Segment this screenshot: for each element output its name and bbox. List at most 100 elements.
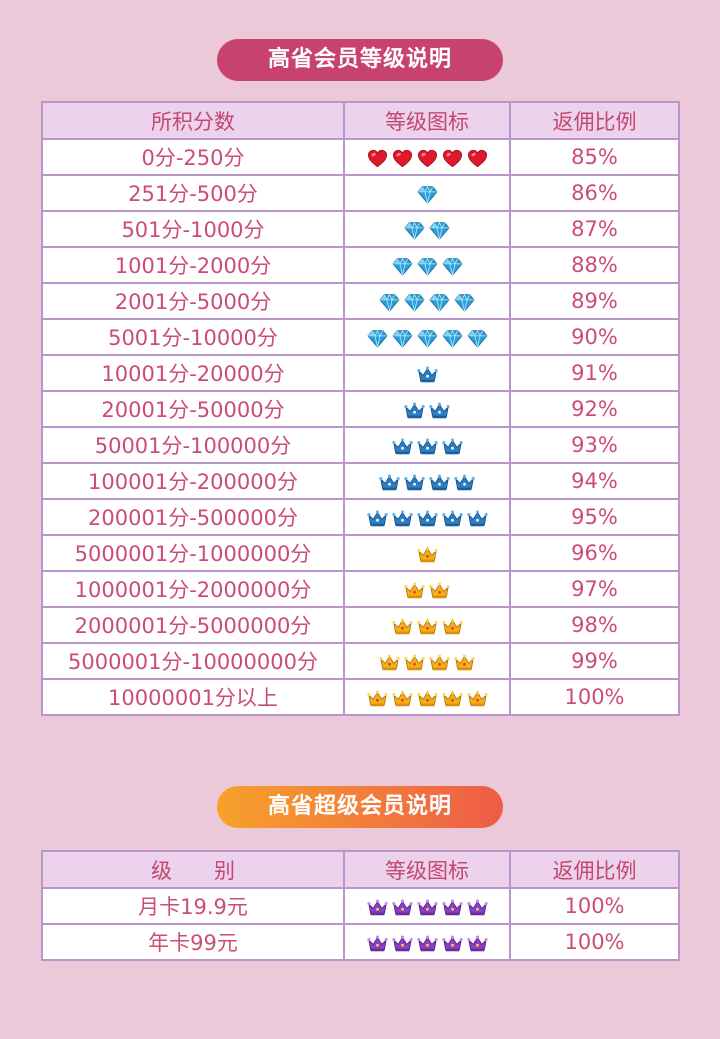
level-icon-cell bbox=[343, 282, 511, 320]
table-row: 2000001分-5000000分 98% bbox=[41, 606, 680, 644]
gold-crown-icon bbox=[391, 617, 413, 636]
commission-rate-cell: 95% bbox=[509, 498, 680, 536]
level-icon-group bbox=[366, 898, 488, 917]
gold-crown-icon bbox=[429, 581, 450, 600]
level-icon-cell bbox=[343, 642, 511, 680]
table-row: 501分-1000分 87% bbox=[41, 210, 680, 248]
table-row: 年卡99元 100% bbox=[41, 923, 680, 961]
member-level-table: 所积分数 等级图标 返佣比例 0分-250分 85% 251分-500分 86% 501… bbox=[41, 101, 680, 716]
gold-crown-icon bbox=[454, 653, 475, 672]
level-range-cell: 50001分-100000分 bbox=[41, 426, 345, 464]
level-range-cell: 10001分-20000分 bbox=[41, 354, 345, 392]
level-icon-group bbox=[366, 509, 488, 528]
column-header-commission-rate: 返佣比例 bbox=[509, 101, 680, 140]
diamond-icon bbox=[379, 293, 400, 312]
column-header-commission-rate: 返佣比例 bbox=[509, 850, 680, 889]
purple-crown-icon bbox=[466, 934, 488, 953]
level-icon-group bbox=[416, 365, 438, 384]
purple-crown-icon bbox=[416, 934, 438, 953]
table-row: 月卡19.9元 100% bbox=[41, 887, 680, 925]
level-icon-group bbox=[404, 581, 450, 600]
gold-crown-icon bbox=[441, 617, 463, 636]
section-title-member-levels: 高省会员等级说明 bbox=[217, 39, 503, 81]
table-row: 200001分-500000分 95% bbox=[41, 498, 680, 536]
level-range-cell: 251分-500分 bbox=[41, 174, 345, 212]
commission-rate-cell: 86% bbox=[509, 174, 680, 212]
table-header-row: 所积分数 等级图标 返佣比例 bbox=[41, 101, 680, 140]
level-range-cell: 5001分-10000分 bbox=[41, 318, 345, 356]
commission-rate-cell: 92% bbox=[509, 390, 680, 428]
blue-crown-icon bbox=[379, 473, 400, 492]
column-header-level-icon: 等级图标 bbox=[343, 101, 511, 140]
table-row: 100001分-200000分 94% bbox=[41, 462, 680, 500]
commission-rate-cell: 99% bbox=[509, 642, 680, 680]
level-range-cell: 10000001分以上 bbox=[41, 678, 345, 716]
table-row: 50001分-100000分 93% bbox=[41, 426, 680, 464]
level-icon-group bbox=[366, 689, 488, 708]
level-icon-group bbox=[404, 221, 450, 240]
purple-crown-icon bbox=[441, 898, 463, 917]
level-icon-group bbox=[416, 545, 438, 564]
commission-rate-cell: 85% bbox=[509, 138, 680, 176]
blue-crown-icon bbox=[441, 509, 463, 528]
level-icon-group bbox=[391, 437, 463, 456]
blue-crown-icon bbox=[429, 401, 450, 420]
table-row: 10000001分以上 100% bbox=[41, 678, 680, 716]
level-range-cell: 0分-250分 bbox=[41, 138, 345, 176]
purple-crown-icon bbox=[391, 898, 413, 917]
level-icon-cell bbox=[343, 318, 511, 356]
diamond-icon bbox=[391, 257, 413, 276]
blue-crown-icon bbox=[391, 437, 413, 456]
commission-rate-cell: 90% bbox=[509, 318, 680, 356]
gold-crown-icon bbox=[416, 689, 438, 708]
diamond-icon bbox=[416, 185, 438, 204]
purple-crown-icon bbox=[466, 898, 488, 917]
level-icon-group bbox=[366, 934, 488, 953]
blue-crown-icon bbox=[416, 365, 438, 384]
section-title-super-member: 高省超级会员说明 bbox=[217, 786, 503, 828]
super-member-table: 级 别 等级图标 返佣比例 月卡19.9元 100% 年卡99元 100% bbox=[41, 850, 680, 961]
table-row: 1001分-2000分 88% bbox=[41, 246, 680, 284]
level-icon-group bbox=[367, 149, 488, 168]
blue-crown-icon bbox=[416, 509, 438, 528]
commission-rate-cell: 96% bbox=[509, 534, 680, 572]
level-icon-cell bbox=[343, 354, 511, 392]
level-range-cell: 501分-1000分 bbox=[41, 210, 345, 248]
commission-rate-cell: 93% bbox=[509, 426, 680, 464]
level-icon-cell bbox=[343, 462, 511, 500]
purple-crown-icon bbox=[391, 934, 413, 953]
blue-crown-icon bbox=[441, 437, 463, 456]
commission-rate-cell: 97% bbox=[509, 570, 680, 608]
table-row: 5000001分-10000000分 99% bbox=[41, 642, 680, 680]
diamond-icon bbox=[441, 329, 463, 348]
heart-icon bbox=[467, 149, 488, 168]
level-icon-cell bbox=[343, 887, 511, 925]
level-icon-group bbox=[391, 257, 463, 276]
heart-icon bbox=[367, 149, 388, 168]
commission-rate-cell: 100% bbox=[509, 887, 680, 925]
level-range-cell: 2001分-5000分 bbox=[41, 282, 345, 320]
diamond-icon bbox=[404, 221, 425, 240]
blue-crown-icon bbox=[466, 509, 488, 528]
diamond-icon bbox=[429, 221, 450, 240]
blue-crown-icon bbox=[391, 509, 413, 528]
level-range-cell: 100001分-200000分 bbox=[41, 462, 345, 500]
level-icon-cell bbox=[343, 138, 511, 176]
diamond-icon bbox=[391, 329, 413, 348]
blue-crown-icon bbox=[429, 473, 450, 492]
level-icon-cell bbox=[343, 174, 511, 212]
commission-rate-cell: 100% bbox=[509, 678, 680, 716]
gold-crown-icon bbox=[466, 689, 488, 708]
level-icon-group bbox=[366, 329, 488, 348]
level-icon-cell bbox=[343, 534, 511, 572]
gold-crown-icon bbox=[429, 653, 450, 672]
commission-rate-cell: 88% bbox=[509, 246, 680, 284]
table-row: 1000001分-2000000分 97% bbox=[41, 570, 680, 608]
level-icon-cell bbox=[343, 246, 511, 284]
level-icon-cell bbox=[343, 923, 511, 961]
level-range-cell: 20001分-50000分 bbox=[41, 390, 345, 428]
level-icon-group bbox=[404, 401, 450, 420]
purple-crown-icon bbox=[366, 898, 388, 917]
level-icon-cell bbox=[343, 570, 511, 608]
level-icon-cell bbox=[343, 426, 511, 464]
